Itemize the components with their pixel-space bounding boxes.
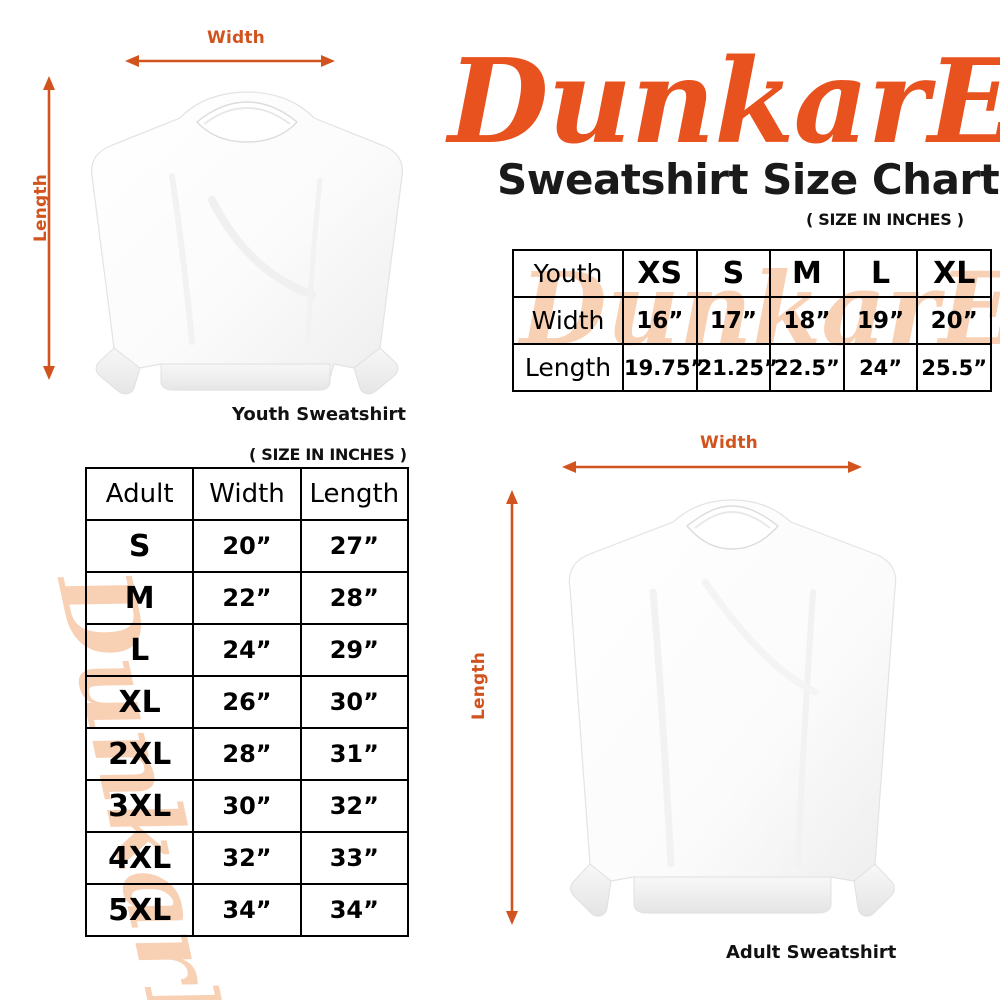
adult-length-l: 29” <box>299 623 410 677</box>
youth-width-xs: 16” <box>622 296 698 345</box>
youth-size-xl: XL <box>916 249 992 298</box>
adult-width-4xl: 32” <box>192 831 302 885</box>
adult-table-units-note: ( SIZE IN INCHES ) <box>249 445 407 464</box>
table-row: 4XL 32” 33” <box>84 831 410 885</box>
youth-sweatshirt-image <box>62 80 432 400</box>
adult-length-m: 28” <box>299 571 410 625</box>
youth-length-arrow <box>40 76 58 380</box>
adult-length-arrow <box>503 490 521 925</box>
youth-width-xl: 20” <box>916 296 992 345</box>
youth-header-label: Youth <box>512 249 624 298</box>
youth-width-l: 19” <box>842 296 919 345</box>
adult-width-s: 20” <box>192 519 302 573</box>
youth-width-s: 17” <box>695 296 772 345</box>
table-row: M 22” 28” <box>84 571 410 625</box>
adult-length-2xl: 31” <box>299 727 410 781</box>
youth-size-table: Youth XS S M L XL Width 16” 17” 18” 19” … <box>512 249 992 392</box>
adult-size-5xl: 5XL <box>84 883 195 937</box>
adult-length-3xl: 32” <box>299 779 410 833</box>
adult-length-s: 27” <box>299 519 410 573</box>
adult-size-m: M <box>84 571 195 625</box>
adult-length-4xl: 33” <box>299 831 410 885</box>
table-row: 5XL 34” 34” <box>84 883 410 937</box>
table-row: Width 16” 17” 18” 19” 20” <box>512 296 992 345</box>
table-row: S 20” 27” <box>84 519 410 573</box>
adult-header-width: Width <box>192 467 302 521</box>
youth-size-l: L <box>842 249 919 298</box>
adult-width-m: 22” <box>192 571 302 625</box>
youth-size-xs: XS <box>622 249 698 298</box>
youth-width-arrow <box>125 52 335 70</box>
adult-size-xl: XL <box>84 675 195 729</box>
youth-width-m: 18” <box>769 296 845 345</box>
adult-size-4xl: 4XL <box>84 831 195 885</box>
youth-length-xs: 19.75” <box>622 343 704 392</box>
adult-width-dimension-label: Width <box>700 433 758 453</box>
adult-length-5xl: 34” <box>299 883 410 937</box>
youth-row-width-label: Width <box>512 296 624 345</box>
table-row: 3XL 30” 32” <box>84 779 410 833</box>
adult-length-xl: 30” <box>299 675 410 729</box>
adult-sweatshirt-caption: Adult Sweatshirt <box>726 942 897 963</box>
youth-size-s: S <box>695 249 772 298</box>
youth-length-m: 22.5” <box>769 343 845 392</box>
adult-width-l: 24” <box>192 623 302 677</box>
youth-row-length-label: Length <box>512 343 624 392</box>
adult-size-3xl: 3XL <box>84 779 195 833</box>
youth-table-units-note: ( SIZE IN INCHES ) <box>806 210 964 229</box>
adult-header-length: Length <box>299 467 410 521</box>
adult-width-xl: 26” <box>192 675 302 729</box>
adult-width-2xl: 28” <box>192 727 302 781</box>
adult-size-l: L <box>84 623 195 677</box>
table-row: Length 19.75” 21.25” 22.5” 24” 25.5” <box>512 343 992 392</box>
youth-length-xl: 25.5” <box>916 343 992 392</box>
adult-width-arrow <box>562 458 862 476</box>
adult-sweatshirt-image <box>545 492 920 932</box>
adult-size-2xl: 2XL <box>84 727 195 781</box>
youth-length-l: 24” <box>842 343 919 392</box>
table-row: 2XL 28” 31” <box>84 727 410 781</box>
adult-length-dimension-label: Length <box>469 651 489 721</box>
table-row-header: Youth XS S M L XL <box>512 249 992 298</box>
youth-length-s: 21.25” <box>695 343 778 392</box>
adult-header-size: Adult <box>84 467 195 521</box>
table-row-header: Adult Width Length <box>84 467 410 521</box>
adult-width-5xl: 34” <box>192 883 302 937</box>
adult-width-3xl: 30” <box>192 779 302 833</box>
youth-size-m: M <box>769 249 845 298</box>
table-row: L 24” 29” <box>84 623 410 677</box>
youth-sweatshirt-caption: Youth Sweatshirt <box>232 404 406 425</box>
adult-size-table: Adult Width Length S 20” 27” M 22” 28” L… <box>84 467 410 937</box>
youth-width-dimension-label: Width <box>207 28 265 48</box>
brand-logo: DunkarE <box>448 34 1000 170</box>
page-title: Sweatshirt Size Chart <box>497 155 1000 204</box>
table-row: XL 26” 30” <box>84 675 410 729</box>
adult-size-s: S <box>84 519 195 573</box>
